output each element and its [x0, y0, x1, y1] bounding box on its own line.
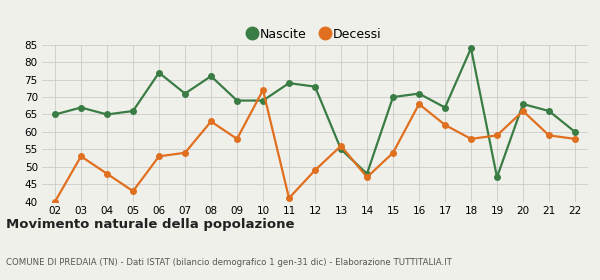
Decessi — [364, 176, 371, 179]
Nascite — [286, 81, 293, 85]
Decessi — [77, 155, 85, 158]
Text: COMUNE DI PREDAIA (TN) - Dati ISTAT (bilancio demografico 1 gen-31 dic) - Elabor: COMUNE DI PREDAIA (TN) - Dati ISTAT (bil… — [6, 258, 452, 267]
Legend: Nascite, Decessi: Nascite, Decessi — [244, 23, 386, 46]
Line: Nascite: Nascite — [52, 46, 578, 180]
Nascite — [389, 95, 397, 99]
Decessi — [233, 137, 241, 141]
Nascite — [77, 106, 85, 109]
Decessi — [389, 151, 397, 155]
Text: Movimento naturale della popolazione: Movimento naturale della popolazione — [6, 218, 295, 231]
Nascite — [442, 106, 449, 109]
Decessi — [208, 120, 215, 123]
Decessi — [130, 190, 137, 193]
Line: Decessi: Decessi — [52, 87, 578, 204]
Nascite — [52, 113, 59, 116]
Decessi — [520, 109, 527, 113]
Nascite — [259, 99, 266, 102]
Nascite — [311, 85, 319, 88]
Nascite — [545, 109, 553, 113]
Nascite — [155, 71, 163, 74]
Decessi — [337, 144, 344, 148]
Decessi — [415, 102, 422, 106]
Nascite — [233, 99, 241, 102]
Decessi — [493, 134, 500, 137]
Decessi — [286, 197, 293, 200]
Nascite — [467, 46, 475, 50]
Decessi — [311, 169, 319, 172]
Nascite — [130, 109, 137, 113]
Decessi — [467, 137, 475, 141]
Decessi — [181, 151, 188, 155]
Nascite — [181, 92, 188, 95]
Decessi — [442, 123, 449, 127]
Nascite — [337, 148, 344, 151]
Nascite — [364, 172, 371, 175]
Decessi — [52, 200, 59, 203]
Nascite — [493, 176, 500, 179]
Nascite — [571, 130, 578, 134]
Nascite — [520, 102, 527, 106]
Nascite — [103, 113, 110, 116]
Decessi — [155, 155, 163, 158]
Decessi — [571, 137, 578, 141]
Nascite — [415, 92, 422, 95]
Decessi — [103, 172, 110, 175]
Nascite — [208, 74, 215, 78]
Decessi — [545, 134, 553, 137]
Decessi — [259, 88, 266, 92]
